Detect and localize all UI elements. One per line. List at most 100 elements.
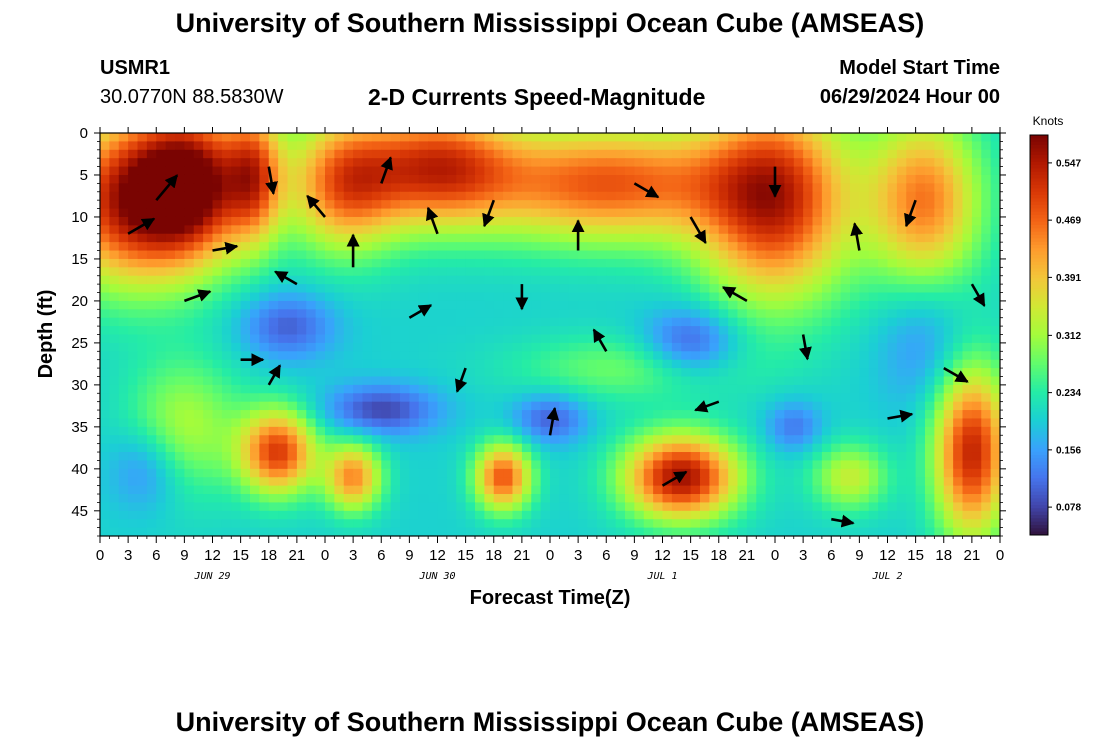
heatmap-cell	[221, 258, 232, 268]
heatmap-cell	[156, 183, 167, 193]
heatmap-cell	[456, 208, 467, 218]
current-vector	[265, 166, 278, 195]
heatmap-cell	[437, 494, 448, 504]
colorbar-segment	[1030, 228, 1048, 233]
heatmap-cell	[193, 494, 204, 504]
heatmap-cell	[531, 317, 542, 327]
heatmap-cell	[550, 510, 560, 520]
heatmap-cell	[184, 216, 195, 226]
heatmap-cell	[212, 485, 223, 495]
heatmap-cell	[681, 452, 692, 462]
heatmap-cell	[934, 426, 945, 436]
heatmap-cell	[315, 485, 326, 495]
current-vector	[274, 270, 298, 286]
heatmap-cell	[821, 485, 832, 495]
heatmap-cell	[306, 334, 317, 344]
heatmap-cell	[109, 174, 120, 184]
heatmap-cell	[953, 300, 964, 310]
heatmap-cell	[962, 401, 973, 411]
heatmap-cell	[531, 200, 542, 210]
heatmap-cell	[896, 401, 907, 411]
heatmap-cell	[887, 334, 898, 344]
heatmap-cell	[390, 460, 401, 470]
heatmap-cell	[578, 216, 589, 226]
heatmap-cell	[184, 225, 195, 235]
heatmap-cell	[437, 158, 448, 168]
heatmap-cell	[821, 166, 832, 176]
heatmap-cell	[221, 410, 232, 420]
heatmap-cell	[400, 485, 410, 495]
heatmap-cell	[203, 309, 214, 319]
heatmap-cell	[128, 519, 139, 529]
heatmap-cell	[165, 326, 176, 336]
heatmap-cell	[803, 242, 814, 252]
heatmap-cell	[400, 410, 410, 420]
heatmap-cell	[925, 351, 935, 361]
heatmap-cell	[643, 452, 654, 462]
heatmap-cell	[971, 418, 982, 428]
heatmap-cell	[915, 435, 926, 445]
heatmap-cell	[784, 317, 795, 327]
heatmap-cell	[559, 494, 570, 504]
heatmap-cell	[418, 225, 429, 235]
heatmap-cell	[896, 435, 907, 445]
heatmap-cell	[700, 225, 710, 235]
heatmap-cell	[915, 485, 926, 495]
heatmap-cell	[278, 368, 289, 378]
heatmap-cell	[934, 225, 945, 235]
heatmap-cell	[550, 494, 560, 504]
heatmap-cell	[109, 342, 120, 352]
heatmap-cell	[821, 133, 832, 142]
heatmap-cell	[803, 527, 814, 536]
heatmap-cell	[896, 225, 907, 235]
heatmap-cell	[868, 233, 879, 243]
heatmap-cell	[671, 208, 682, 218]
heatmap-cell	[418, 284, 429, 294]
heatmap-cell	[437, 435, 448, 445]
heatmap-cell	[100, 410, 110, 420]
heatmap-cell	[831, 158, 842, 168]
heatmap-cell	[934, 317, 945, 327]
heatmap-cell	[353, 317, 364, 327]
heatmap-cell	[259, 141, 270, 151]
heatmap-cell	[756, 426, 767, 436]
heatmap-cell	[850, 342, 860, 352]
heatmap-cell	[887, 393, 898, 403]
heatmap-cell	[268, 300, 279, 310]
heatmap-cell	[765, 292, 776, 302]
heatmap-cell	[100, 426, 110, 436]
heatmap-cell	[850, 183, 860, 193]
heatmap-cell	[446, 452, 457, 462]
heatmap-cell	[653, 477, 664, 487]
heatmap-cell	[775, 468, 785, 478]
heatmap-cell	[503, 158, 514, 168]
heatmap-cell	[184, 284, 195, 294]
heatmap-cell	[559, 435, 570, 445]
heatmap-cell	[559, 133, 570, 142]
heatmap-cell	[409, 401, 420, 411]
heatmap-cell	[156, 284, 167, 294]
colorbar-segment	[1030, 235, 1048, 239]
heatmap-cell	[962, 368, 973, 378]
heatmap-cell	[821, 275, 832, 285]
heatmap-cell	[568, 300, 579, 310]
heatmap-cell	[465, 401, 476, 411]
heatmap-cell	[268, 502, 279, 512]
heatmap-cell	[981, 376, 992, 386]
heatmap-cell	[128, 141, 139, 151]
heatmap-cell	[550, 225, 560, 235]
heatmap-cell	[681, 435, 692, 445]
heatmap-cell	[381, 384, 392, 394]
heatmap-cell	[475, 410, 485, 420]
heatmap-cell	[315, 183, 326, 193]
heatmap-cell	[493, 376, 504, 386]
heatmap-cell	[109, 359, 120, 369]
heatmap-cell	[746, 309, 757, 319]
heatmap-cell	[231, 174, 242, 184]
heatmap-cell	[906, 250, 917, 260]
heatmap-cell	[446, 191, 457, 201]
heatmap-cell	[437, 317, 448, 327]
heatmap-cell	[587, 435, 598, 445]
heatmap-cell	[428, 317, 439, 327]
heatmap-cell	[325, 292, 335, 302]
